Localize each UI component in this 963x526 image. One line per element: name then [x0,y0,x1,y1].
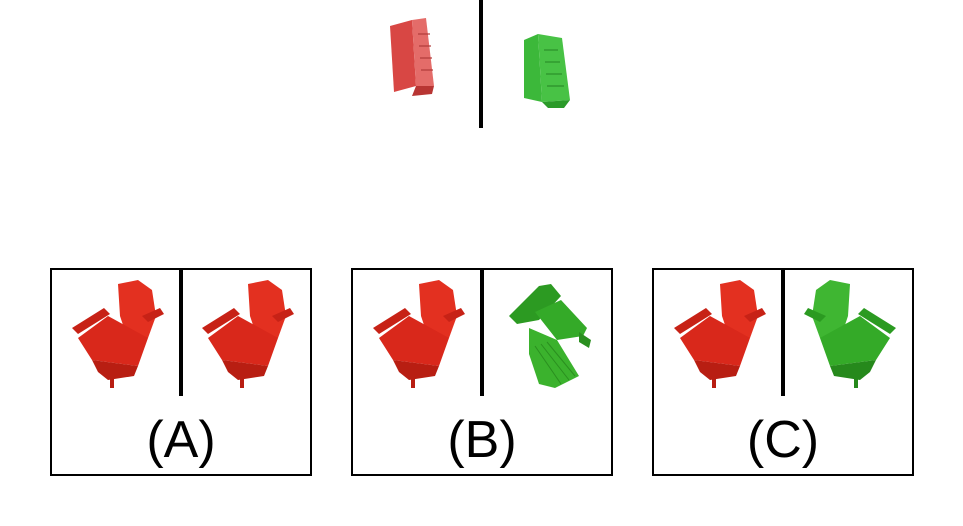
option-b[interactable]: (B) [351,268,613,476]
reference-right-part [524,34,570,108]
option-b-left-chair [373,280,465,388]
option-a-left-chair [72,280,164,388]
option-c-right-chair [804,280,896,388]
option-a[interactable]: (A) [50,268,312,476]
option-b-right-chair [509,284,591,388]
option-c[interactable]: (C) [652,268,914,476]
reference-pair [360,0,600,130]
option-c-label: (C) [746,411,820,469]
option-b-label: (B) [447,411,517,469]
option-a-divider [179,270,183,396]
option-a-label: (A) [146,411,216,469]
option-b-divider [480,270,484,396]
option-c-divider [781,270,785,396]
option-a-right-chair [202,280,294,388]
option-c-left-chair [674,280,766,388]
reference-divider [479,0,483,128]
reference-left-part [390,18,434,96]
